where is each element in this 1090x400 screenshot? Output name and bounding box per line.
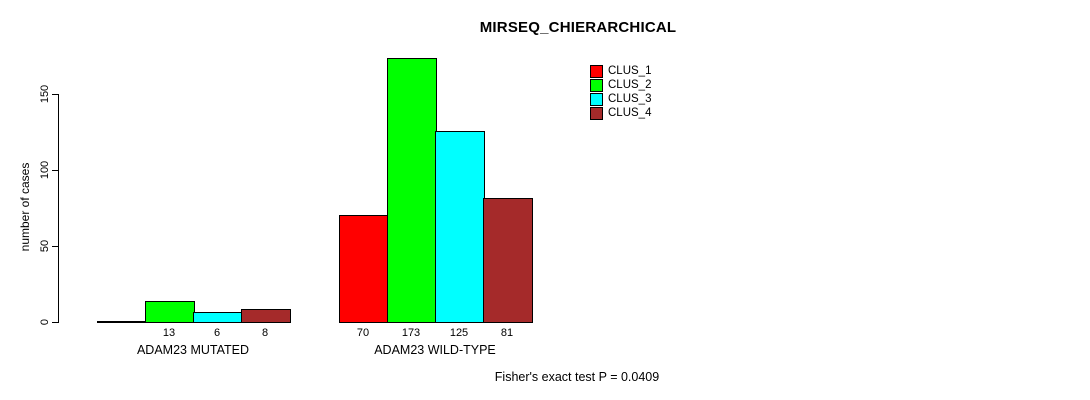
y-axis-tick: [52, 170, 58, 171]
legend-swatch: [590, 78, 603, 92]
bar-value-label: 13: [162, 327, 176, 339]
bar: [193, 312, 243, 323]
y-axis-tick-label: 100: [39, 160, 51, 180]
bar-value-label: 70: [356, 327, 370, 339]
y-axis-title: number of cases: [18, 162, 32, 252]
bar: [145, 301, 195, 323]
legend-label: CLUS_1: [608, 65, 652, 77]
bar: [241, 309, 291, 323]
bar: [483, 198, 533, 323]
legend-label: CLUS_2: [608, 79, 652, 91]
bar-value-label: 125: [449, 327, 469, 339]
bar-value-label: 81: [500, 327, 514, 339]
x-group-label: ADAM23 WILD-TYPE: [374, 343, 496, 357]
bar: [387, 58, 437, 323]
y-axis-tick: [52, 94, 58, 95]
y-axis-tick: [52, 246, 58, 247]
legend-swatch: [590, 64, 603, 78]
legend-label: CLUS_3: [608, 93, 652, 105]
x-group-label: ADAM23 MUTATED: [136, 343, 250, 357]
bar: [435, 131, 485, 323]
legend-item: CLUS_3: [590, 92, 651, 106]
y-axis-line: [58, 94, 59, 323]
legend-swatch: [590, 106, 603, 120]
y-axis-tick-label: 0: [39, 318, 51, 326]
legend-item: CLUS_1: [590, 64, 651, 78]
fisher-test-note: Fisher's exact test P = 0.0409: [494, 370, 660, 384]
legend-label: CLUS_4: [608, 107, 652, 119]
y-axis-tick-label: 50: [39, 239, 51, 253]
y-axis-tick-label: 150: [39, 84, 51, 104]
legend: CLUS_1 CLUS_2 CLUS_3 CLUS_4: [590, 64, 651, 120]
bar: [339, 215, 389, 323]
chart-title: MIRSEQ_CHIERARCHICAL: [479, 19, 677, 36]
bar-value-label: 8: [261, 327, 269, 339]
bar: [97, 321, 147, 323]
bar-value-label: 173: [401, 327, 421, 339]
legend-swatch: [590, 92, 603, 106]
legend-item: CLUS_2: [590, 78, 651, 92]
bar-value-label: 6: [213, 327, 221, 339]
y-axis-tick: [52, 322, 58, 323]
legend-item: CLUS_4: [590, 106, 651, 120]
